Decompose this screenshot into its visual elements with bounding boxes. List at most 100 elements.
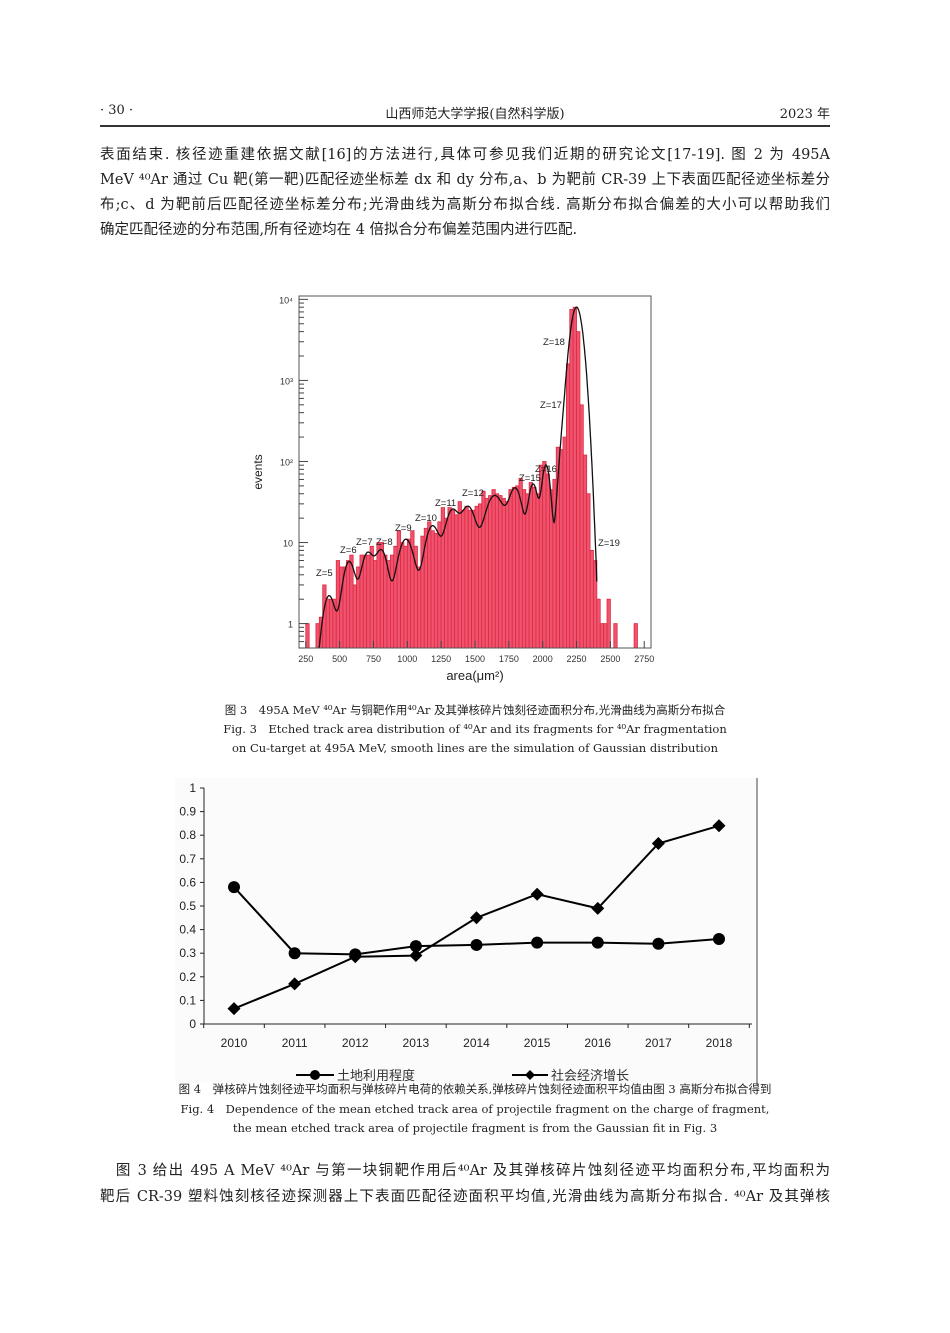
x-tick-label: 2016 [584,1036,611,1050]
histogram-bar [461,509,466,649]
header-rule [100,125,830,127]
histogram-bar [471,509,476,649]
page-number: · 30 · [100,103,134,118]
figure-3-histogram: 250 500 750 1000 1250 1500 1750 2000 2250 2500 275… [251,295,654,683]
x-tick-label: 2750 [634,654,654,664]
data-point-circle [591,936,604,949]
x-tick-label: 2500 [600,654,620,664]
histogram-bar [444,517,449,649]
histogram-bar [417,566,422,649]
histogram-bar [406,538,412,649]
figure-4-line-chart: 0 0.1 0.2 0.3 0.4 0.5 0.6 0.7 0.8 0.9 1 2010 2011 201… [175,778,758,1085]
x-tick-label: 750 [366,654,381,664]
histogram-bar [488,495,493,649]
peak-label: Z=9 [395,523,412,534]
peak-label: Z=16 [535,464,557,475]
histogram-bar [454,514,459,649]
histogram-bar [565,363,571,649]
text-line: 图 3 给出 495 A MeV ⁴⁰Ar 与第一块铜靶作用后⁴⁰Ar 及其弹核… [100,1163,830,1179]
histogram-bar [369,545,374,649]
histogram-bar [305,623,310,649]
histogram-bar [633,623,638,649]
histogram-bar [315,623,320,649]
y-axis-label: events [251,454,265,489]
x-tick-label: 2011 [282,1036,308,1050]
y-tick-label: 0.1 [179,993,196,1007]
peak-label: Z=8 [376,537,393,548]
x-tick-label: 2013 [403,1036,430,1050]
peak-label: Z=7 [356,537,373,548]
histogram-bar [589,549,594,649]
histogram-bar [535,493,540,649]
histogram-bar [511,486,517,649]
histogram-bar [467,509,473,649]
data-point-diamond [591,901,605,915]
figure-3-caption-en: on Cu-target at 495A MeV, smooth lines a… [231,741,719,755]
histogram-bar [542,461,547,649]
y-tick-label: 0.5 [179,899,196,913]
peak-label: Z=17 [540,400,562,411]
text-line: 表面结束. 核径迹重建依据文献[16]的方法进行,具体可参见我们近期的研究论文[… [100,147,830,163]
figure-4-caption-en: Fig. 4 Dependence of the mean etched tra… [180,1102,770,1116]
data-point-circle [228,881,240,894]
histogram-bar [447,507,452,649]
histogram-bar [339,566,344,649]
histogram-bar [373,560,378,649]
peak-label: Z=6 [340,545,357,556]
histogram-bar [508,489,513,649]
histogram-bar [430,530,435,649]
histogram-bar [559,449,564,649]
figure-4-caption-cn: 图 4 弹核碎片蚀刻径迹平均面积与弹核碎片电荷的依赖关系,弹核碎片蚀刻径迹面积平… [178,1082,772,1096]
histogram-bar [515,485,520,649]
x-tick-label: 2017 [645,1036,672,1050]
histogram-bar [366,554,371,649]
histogram-bar [403,545,408,649]
data-point-diamond [227,1002,241,1016]
figure-3-caption-en: Fig. 3 Etched track area distribution of… [223,722,727,736]
x-tick-label: 2018 [706,1036,733,1050]
data-point-circle [652,937,665,950]
data-point-circle [470,938,483,951]
histogram-bar [325,598,330,649]
x-tick-label: 2250 [567,654,587,664]
histogram-bar [400,542,405,649]
histogram-bar [484,498,489,649]
histogram-bar [613,623,618,649]
x-tick-label: 2012 [342,1036,369,1050]
gaussian-fit-curve [318,306,598,649]
histogram-bar [464,505,469,649]
histogram-bar [494,493,500,649]
histogram-bar [437,521,442,649]
histogram-bar [362,554,368,649]
figure-3-caption-cn: 图 3 495A MeV ⁴⁰Ar 与铜靶作用⁴⁰Ar 及其弹核碎片蚀刻径迹面积… [224,703,726,717]
text-line: MeV ⁴⁰Ar 通过 Cu 靶(第一靶)匹配径迹坐标差 dx 和 dy 分布,… [100,172,830,188]
peak-label: Z=15 [519,473,541,484]
text-line: 确定匹配径迹的分布范围,所有径迹均在 4 倍拟合分布偏差范围内进行匹配. [100,222,578,238]
y-tick-label: 0.2 [179,970,196,984]
histogram-bar [345,560,351,649]
histogram-bar [532,486,537,649]
text-line: 靶后 CR-39 塑料蚀刻核径迹探测器上下表面匹配径迹面积平均值,光滑曲线为高斯… [100,1189,830,1205]
histogram-bar [457,501,462,649]
data-point-diamond [530,887,544,901]
peak-label: Z=18 [543,337,565,348]
figure-4-caption-en: the mean etched track area of projectile… [232,1121,718,1135]
histogram-bar [505,501,510,649]
x-tick-label: 1000 [397,654,417,664]
journal-title: 山西师范大学学报(自然科学版) [385,107,565,122]
peak-label: Z=11 [435,498,456,509]
data-point-diamond [651,836,665,850]
y-tick-label: 1 [288,620,293,630]
histogram-bar [491,489,496,649]
histogram-bar [603,623,608,649]
x-tick-label: 1250 [431,654,451,664]
x-tick-label: 2010 [221,1036,248,1050]
y-tick-label: 0.4 [179,923,196,937]
histogram-bar [586,493,591,649]
data-point-circle [409,940,422,953]
peak-label: Z=5 [316,568,333,579]
histogram-bar [393,545,398,649]
histogram-bar [606,598,611,649]
histogram-bar [545,473,550,649]
chart-background [175,778,757,1083]
